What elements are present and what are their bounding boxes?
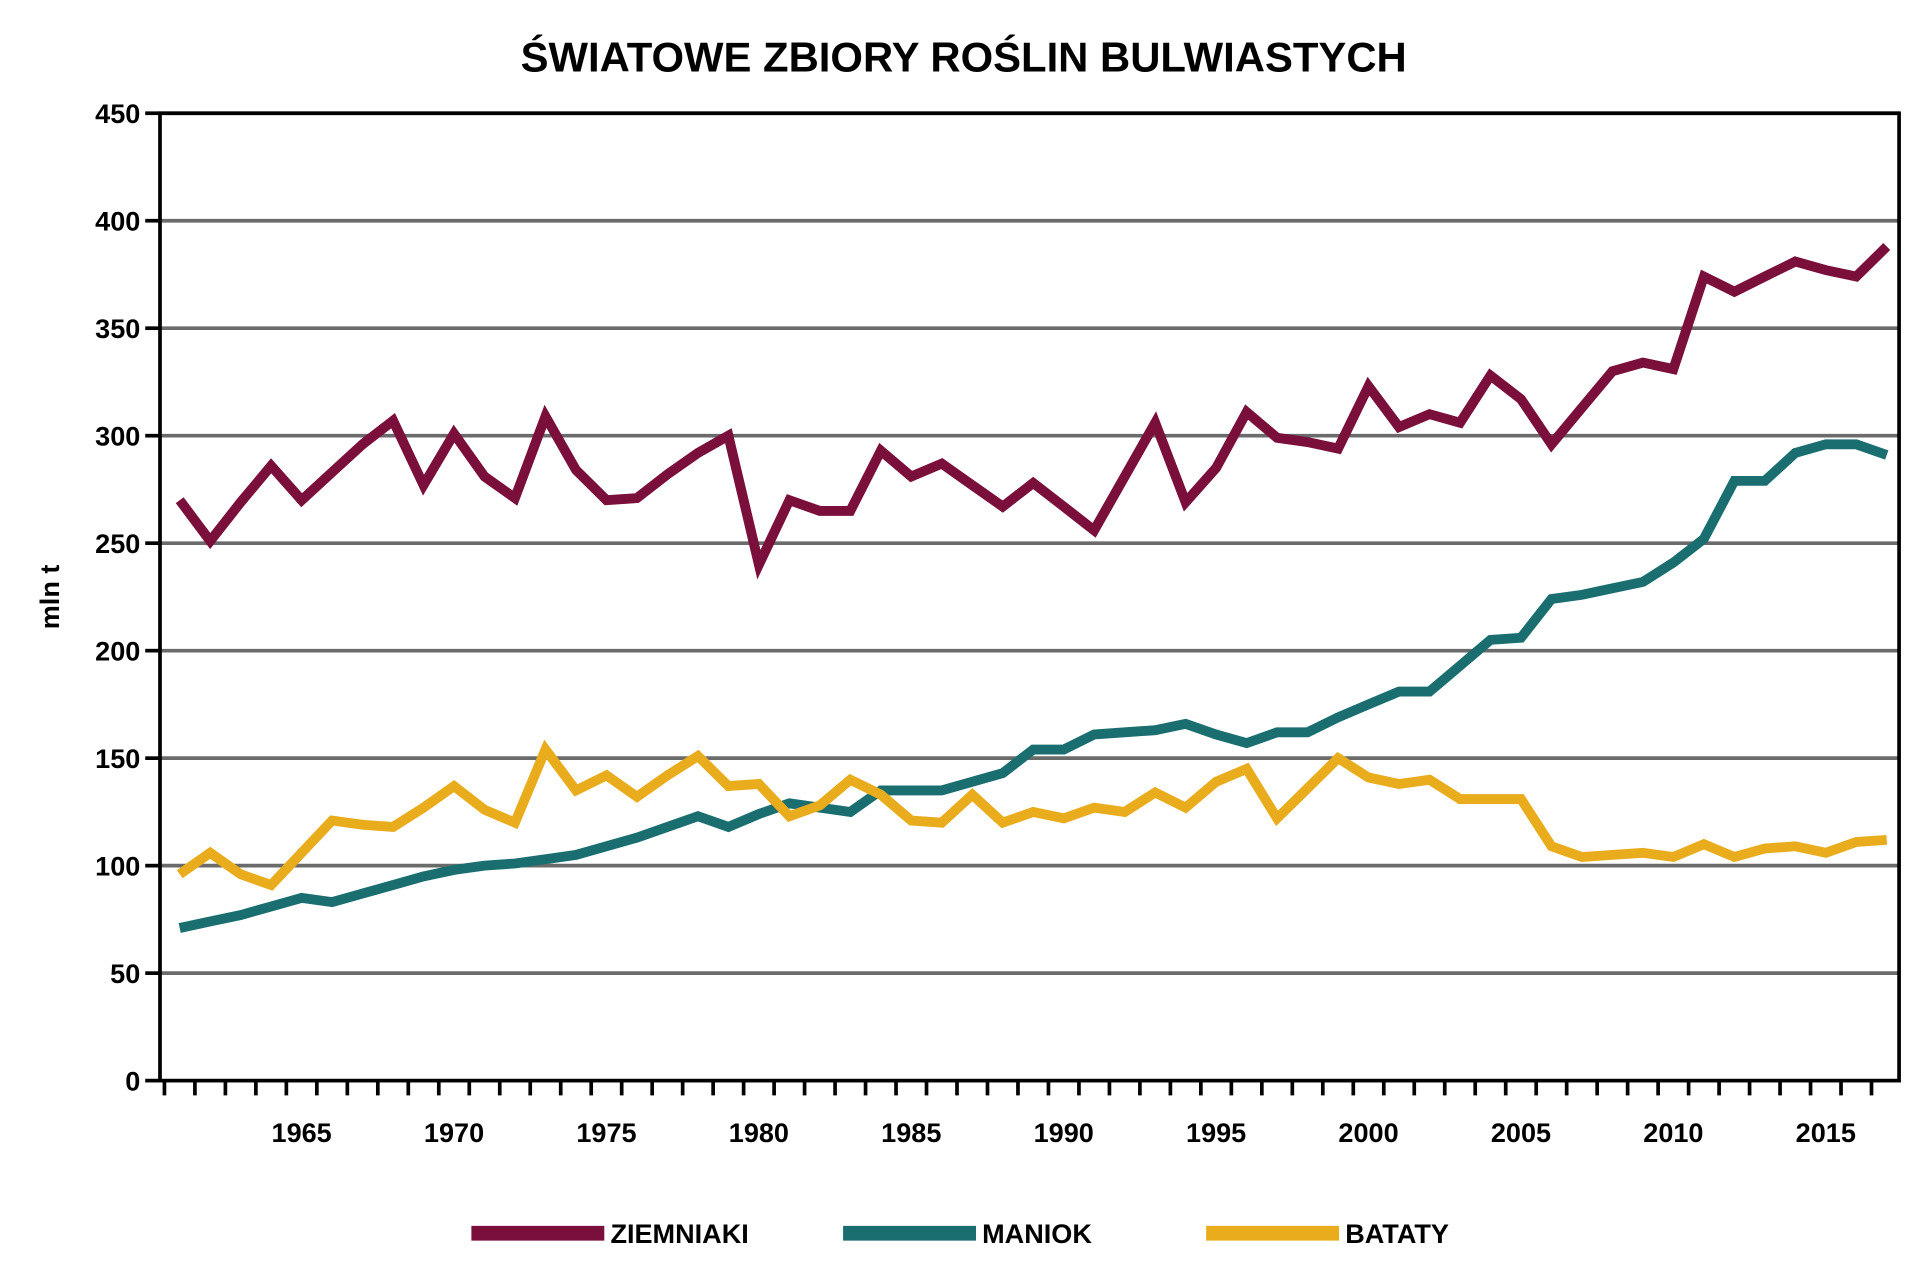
x-tick-label: 2005 (1491, 1117, 1551, 1148)
legend: ZIEMNIAKI MANIOK BATATY (471, 1218, 1449, 1249)
x-tick-label: 1985 (881, 1117, 941, 1148)
y-tick-label: 200 (95, 636, 140, 667)
series-line-ziemniaki (175, 243, 1891, 580)
y-tick-label: 50 (110, 958, 140, 989)
y-tick-label: 100 (95, 850, 140, 881)
x-tick-label: 1975 (576, 1117, 636, 1148)
legend-label-bataty: BATATY (1345, 1218, 1449, 1249)
x-tick-label: 1995 (1186, 1117, 1246, 1148)
x-tick-label: 1965 (272, 1117, 332, 1148)
x-tick-label: 1970 (424, 1117, 484, 1148)
y-tick-label: 0 (125, 1065, 140, 1096)
x-tick-label: 1980 (729, 1117, 789, 1148)
legend-label-ziemniaki: ZIEMNIAKI (610, 1218, 748, 1249)
y-tick-label: 150 (95, 743, 140, 774)
y-tick-label: 300 (95, 421, 140, 452)
y-tick-label: 350 (95, 313, 140, 344)
y-tick-label: 250 (95, 528, 140, 559)
x-tick-label: 1990 (1034, 1117, 1094, 1148)
x-tick-label: 2010 (1643, 1117, 1703, 1148)
x-tick-label: 2015 (1796, 1117, 1856, 1148)
legend-label-maniok: MANIOK (982, 1218, 1092, 1249)
y-axis-label: mln t (34, 565, 65, 630)
y-tick-label: 450 (95, 98, 140, 129)
plot-frame (158, 111, 1901, 1083)
chart-title: ŚWIATOWE ZBIORY ROŚLIN BULWIASTYCH (521, 32, 1407, 80)
y-tick-label: 400 (95, 206, 140, 237)
x-tick-label: 2000 (1338, 1117, 1398, 1148)
